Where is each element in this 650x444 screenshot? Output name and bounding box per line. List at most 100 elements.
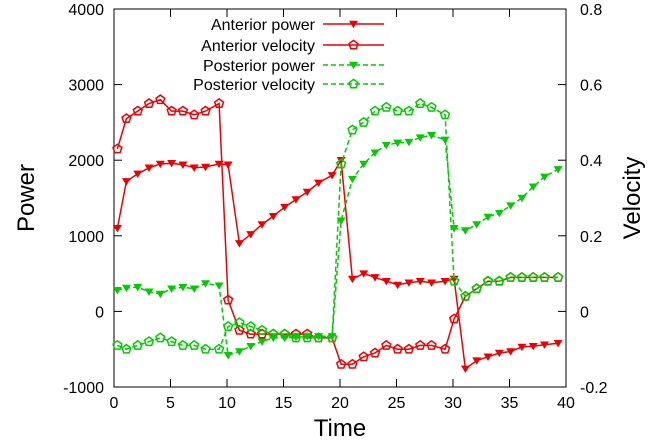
data-point: [517, 343, 527, 352]
x-tick-label: 35: [501, 395, 519, 412]
data-point: [223, 352, 233, 360]
y-axis-title-left: Power: [13, 164, 40, 232]
data-point: [155, 332, 166, 343]
data-point: [370, 274, 380, 282]
data-point: [177, 339, 189, 350]
data-point: [133, 284, 143, 292]
data-point: [426, 339, 437, 350]
data-point: [201, 280, 211, 288]
data-point: [528, 271, 539, 282]
legend-marker: [348, 78, 359, 89]
data-point: [200, 343, 211, 354]
legend-label: Anterior power: [211, 17, 316, 34]
series-posterior-power: [112, 132, 563, 360]
data-point: [268, 328, 279, 339]
data-point: [234, 324, 245, 335]
data-point: [553, 166, 563, 174]
data-point: [245, 320, 256, 331]
x-axis-title: Time: [314, 415, 366, 442]
y-axis-title-right: Velocity: [619, 157, 646, 240]
x-tick-label: 10: [218, 395, 236, 412]
data-point: [222, 294, 234, 305]
series-line: [117, 134, 559, 357]
data-point: [404, 138, 414, 147]
legend-item: Posterior velocity: [193, 77, 384, 94]
data-point: [448, 313, 460, 324]
data-point: [335, 158, 347, 169]
x-tick-label: 25: [388, 395, 406, 412]
y-tick-label-left: 4000: [68, 2, 104, 19]
legend-marker: [349, 61, 358, 70]
data-point: [167, 285, 177, 293]
data-point: [516, 271, 528, 282]
data-point: [214, 282, 224, 290]
legend: Anterior power Anterior velocity Posterior…: [193, 17, 384, 94]
data-point: [234, 348, 244, 356]
data-point: [517, 194, 527, 203]
data-point: [189, 339, 200, 350]
data-point: [200, 105, 211, 116]
data-point: [177, 105, 189, 116]
y-tick-label-left: -1000: [63, 380, 104, 397]
data-point: [448, 275, 460, 286]
data-point: [347, 358, 358, 369]
data-point: [415, 339, 426, 350]
legend-item: Anterior velocity: [201, 38, 384, 55]
y-tick-label-right: 0.2: [580, 229, 602, 246]
data-point: [133, 170, 143, 179]
data-point: [112, 287, 122, 295]
x-tick-label: 30: [444, 395, 462, 412]
data-point: [440, 136, 450, 144]
data-point: [347, 124, 358, 135]
data-point: [393, 139, 403, 148]
data-point: [143, 336, 155, 347]
data-point: [381, 101, 392, 112]
series-posterior-velocity: [112, 97, 564, 354]
data-point: [415, 277, 425, 286]
data-point: [381, 339, 392, 350]
data-point: [439, 109, 451, 120]
legend-label: Anterior velocity: [201, 38, 315, 55]
data-point: [369, 347, 381, 358]
data-point: [347, 275, 357, 284]
legend-marker: [349, 20, 358, 29]
data-point: [540, 173, 550, 182]
data-point: [268, 212, 278, 221]
data-point: [144, 288, 154, 296]
data-point: [335, 358, 347, 369]
data-point: [166, 105, 177, 116]
data-point: [370, 149, 380, 157]
data-point: [246, 342, 256, 351]
data-point: [112, 225, 122, 233]
x-tick-label: 0: [110, 395, 119, 412]
data-point: [314, 179, 324, 188]
data-point: [326, 332, 338, 343]
data-point: [528, 342, 538, 351]
x-tick-label: 20: [331, 395, 349, 412]
y-tick-label-right: 0.8: [580, 2, 602, 19]
data-point: [279, 328, 290, 339]
data-point: [132, 339, 143, 350]
data-point: [302, 332, 313, 343]
data-point: [415, 97, 426, 108]
data-point: [213, 97, 225, 108]
data-point: [506, 202, 516, 210]
data-point: [460, 290, 471, 301]
data-point: [393, 281, 403, 290]
data-point: [167, 160, 177, 168]
data-point: [494, 349, 504, 358]
data-point: [112, 143, 123, 154]
data-point: [358, 116, 369, 127]
data-point: [201, 163, 211, 172]
series-layer: [112, 94, 564, 374]
data-point: [506, 348, 516, 356]
data-point: [359, 160, 369, 169]
data-point: [313, 332, 324, 343]
y-tick-label-right: 0: [580, 304, 589, 321]
data-point: [214, 160, 224, 169]
data-point: [403, 343, 415, 354]
data-point: [143, 97, 155, 108]
data-point: [381, 277, 391, 286]
data-point: [121, 284, 131, 293]
y-tick-label-left: 2000: [68, 153, 104, 170]
